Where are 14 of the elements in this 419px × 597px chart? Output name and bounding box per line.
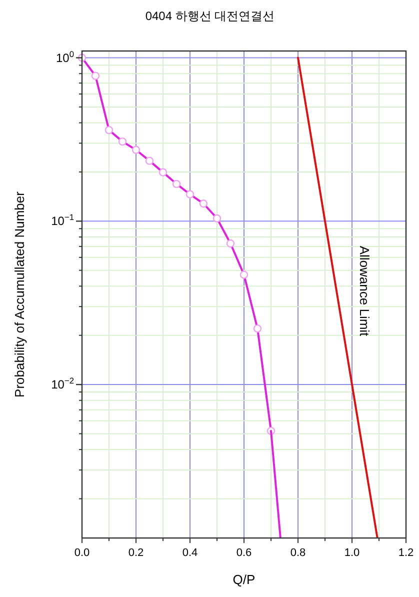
y-tick-label: 10$^{0}$ [56,48,74,65]
y-axis-title: Probability of Accumullated Number [12,190,27,398]
x-tick-label: 1.2 [398,547,414,559]
chart-title: 0404 하행선 대전연결선 [145,9,275,23]
x-tick-label: 1.0 [344,547,360,559]
x-tick-label: 0.0 [74,547,90,559]
x-tick-label: 0.2 [128,547,144,559]
x-tick-label: 0.8 [290,547,306,559]
x-tick-label: 0.4 [182,547,198,559]
x-tick-label: 0.6 [236,547,252,559]
annotation: Allowance Limit [357,246,372,337]
x-axis-title: Q/P [232,572,256,587]
y-tick-label: 10$^{−2}$ [51,376,74,392]
y-tick-label: 10$^{−1}$ [51,212,74,228]
